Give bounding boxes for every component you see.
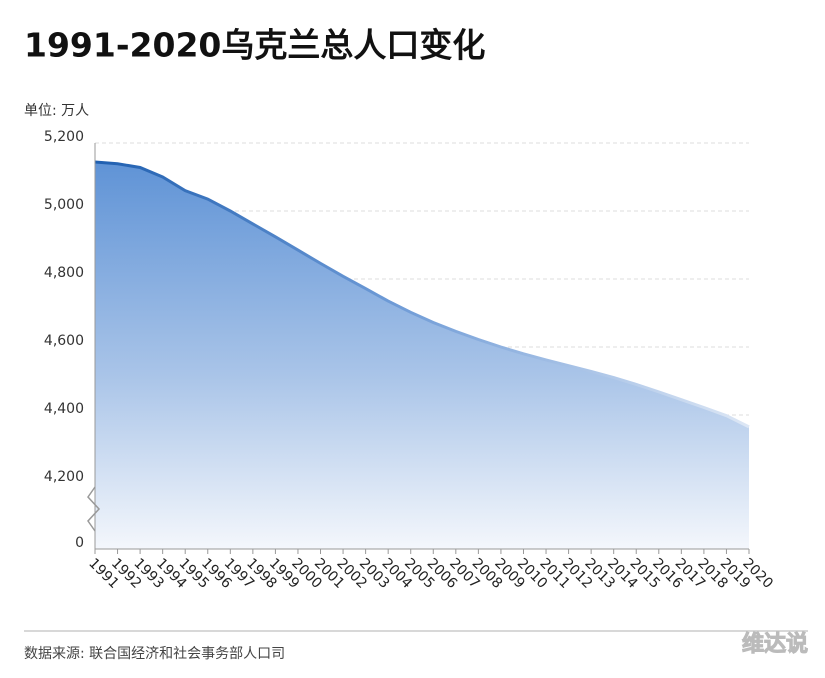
y-tick-label: 0 <box>75 535 84 551</box>
y-tick-label: 4,400 <box>44 401 84 417</box>
y-tick-label: 4,200 <box>44 469 84 485</box>
unit-label: 单位: 万人 <box>24 103 89 119</box>
axis-break <box>87 486 101 532</box>
y-tick-label: 4,600 <box>44 333 84 349</box>
watermark: 维达说 <box>742 631 808 657</box>
source: 数据来源: 联合国经济和社会事务部人口司 <box>24 646 285 662</box>
y-tick-label: 5,000 <box>44 197 84 213</box>
line <box>94 160 750 429</box>
y-tick-label: 5,200 <box>44 129 84 145</box>
area <box>95 162 749 550</box>
chart-title: 1991-2020乌克兰总人口变化 <box>24 26 485 65</box>
y-tick-label: 4,800 <box>44 265 84 281</box>
